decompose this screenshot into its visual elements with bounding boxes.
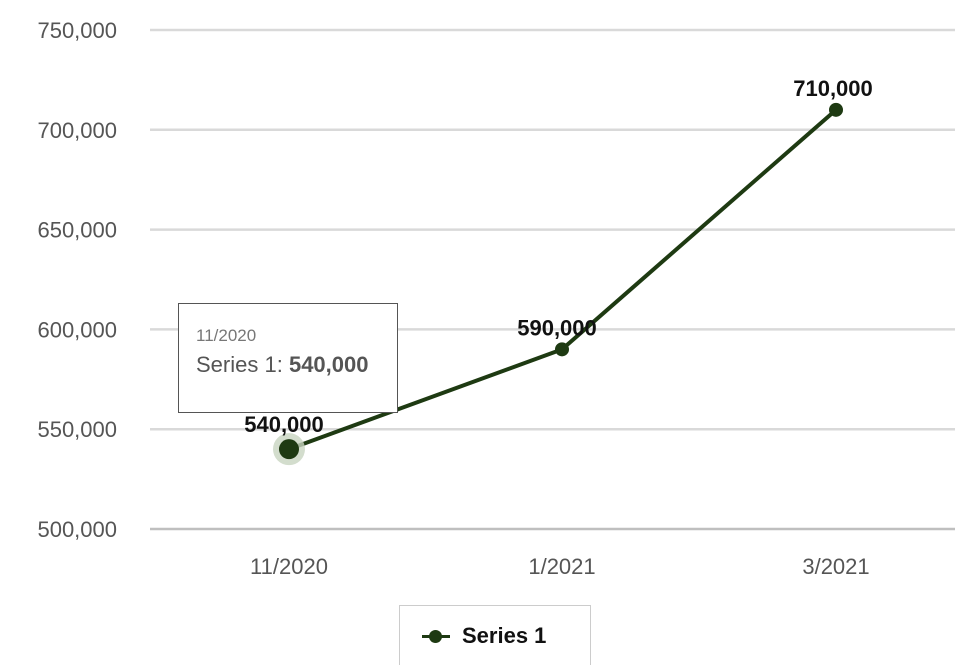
data-labels: 540,000 590,000 710,000 [244, 76, 873, 437]
tooltip-series-label: Series 1: [196, 352, 283, 377]
data-label: 590,000 [517, 315, 597, 340]
tooltip-title: 11/2020 [196, 326, 257, 345]
y-tick-label: 750,000 [37, 18, 117, 43]
y-tick-label: 550,000 [37, 417, 117, 442]
data-point[interactable] [555, 342, 569, 357]
tooltip-value: 540,000 [288, 352, 369, 377]
x-tick-label: 1/2021 [528, 554, 595, 579]
legend-label: Series 1 [462, 623, 547, 648]
series-1 [273, 102, 843, 466]
data-point[interactable] [279, 439, 299, 460]
x-axis-tick-labels: 11/2020 1/2021 3/2021 [250, 554, 870, 579]
data-label: 540,000 [244, 412, 324, 437]
chart-tooltip: 11/2020 Series 1: 540,000 [178, 303, 398, 413]
y-tick-label: 700,000 [37, 118, 117, 143]
y-tick-label: 600,000 [37, 317, 117, 342]
chart-legend: Series 1 [399, 605, 591, 665]
data-point[interactable] [829, 102, 843, 117]
legend-dot-icon [429, 630, 442, 643]
x-tick-label: 11/2020 [250, 554, 328, 579]
legend-line-marker-icon [422, 630, 450, 643]
x-tick-label: 3/2021 [802, 554, 869, 579]
tooltip-body: Series 1: 540,000 [196, 352, 397, 378]
y-axis-tick-labels: 500,000 550,000 600,000 650,000 700,000 750,0… [37, 18, 117, 542]
y-tick-label: 650,000 [37, 218, 117, 243]
data-label: 710,000 [793, 76, 873, 101]
y-tick-label: 500,000 [37, 517, 117, 542]
